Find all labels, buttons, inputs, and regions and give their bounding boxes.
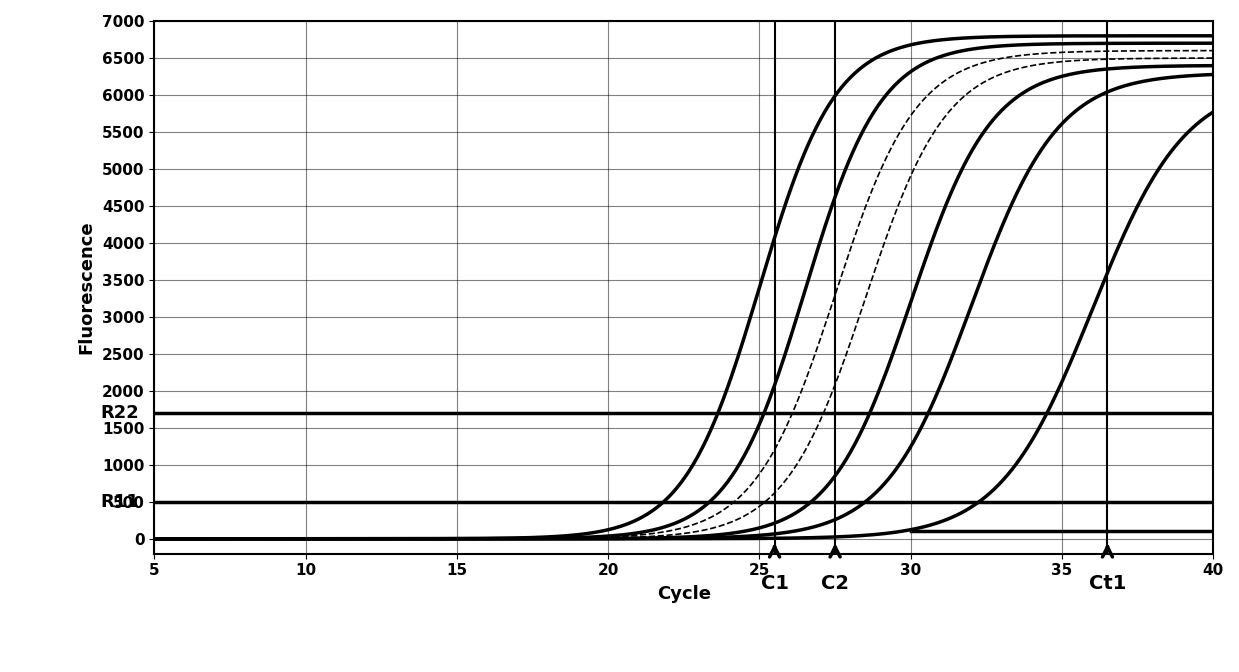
Text: R22: R22 — [100, 404, 139, 422]
Text: R11: R11 — [100, 493, 139, 511]
Y-axis label: Fluorescence: Fluorescence — [77, 220, 95, 354]
Text: C2: C2 — [821, 575, 849, 593]
X-axis label: Cycle: Cycle — [657, 585, 711, 603]
Text: C1: C1 — [761, 575, 788, 593]
Text: Ct1: Ct1 — [1089, 575, 1126, 593]
